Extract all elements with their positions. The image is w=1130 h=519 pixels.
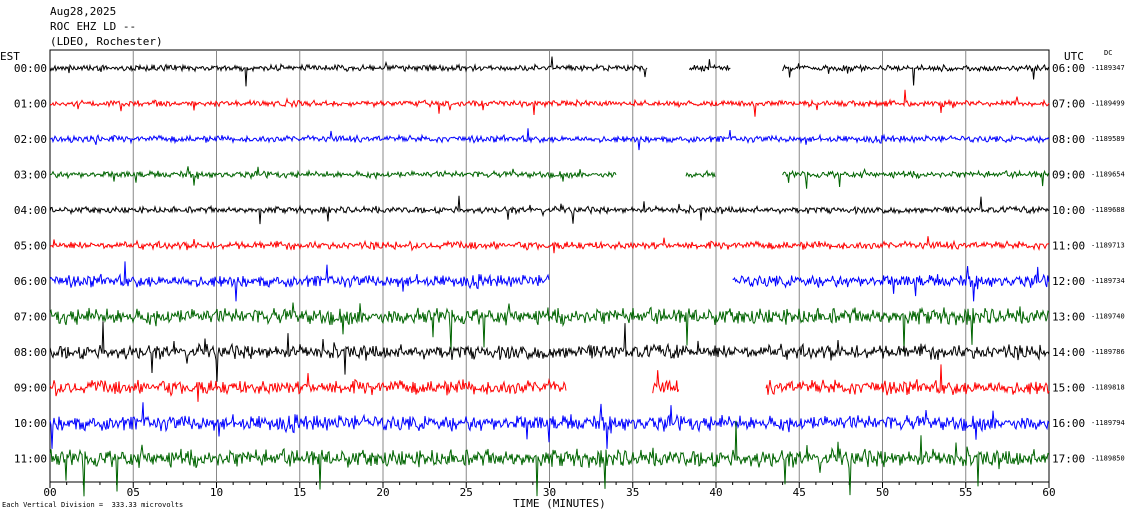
dc-offset-value: -1189850 xyxy=(1091,455,1125,463)
utc-hour-label: 10:00 xyxy=(1052,204,1085,217)
dc-offset-value: -1189818 xyxy=(1091,384,1125,392)
seismic-trace xyxy=(49,321,1050,382)
dc-offset-value: -1189347 xyxy=(1091,64,1125,72)
est-hour-label: 05:00 xyxy=(14,240,47,253)
seismic-trace xyxy=(49,236,1050,254)
station-code: ROC EHZ LD -- xyxy=(50,20,137,33)
dc-offset-value: -1189713 xyxy=(1091,242,1125,250)
est-hour-label: 04:00 xyxy=(14,204,47,217)
est-hour-label: 08:00 xyxy=(14,346,47,359)
seismic-trace xyxy=(49,420,1050,497)
seismic-trace xyxy=(49,166,617,186)
seismic-trace xyxy=(49,302,1050,352)
seismic-trace xyxy=(688,59,731,73)
utc-hour-label: 08:00 xyxy=(1052,133,1085,146)
dc-offset-value: -1189499 xyxy=(1091,100,1125,108)
seismic-trace xyxy=(652,370,680,394)
x-tick-label: 40 xyxy=(709,486,722,499)
seismic-trace xyxy=(49,195,1050,225)
est-hour-label: 01:00 xyxy=(14,98,47,111)
x-tick-label: 45 xyxy=(793,486,806,499)
x-tick-label: 10 xyxy=(210,486,223,499)
x-tick-label: 05 xyxy=(127,486,140,499)
dc-offset-header: DC xyxy=(1104,49,1113,57)
seismic-trace xyxy=(782,63,1050,86)
x-tick-label: 30 xyxy=(543,486,556,499)
x-tick-label: 60 xyxy=(1042,486,1055,499)
x-tick-label: 35 xyxy=(626,486,639,499)
right-timezone-label: UTC xyxy=(1064,50,1084,63)
seismic-trace xyxy=(49,89,1050,117)
network-name: (LDEO, Rochester) xyxy=(50,35,163,48)
est-hour-label: 00:00 xyxy=(14,62,47,75)
x-tick-label: 25 xyxy=(460,486,473,499)
left-timezone-label: EST xyxy=(0,50,20,63)
utc-hour-label: 09:00 xyxy=(1052,169,1085,182)
dc-offset-value: -1189794 xyxy=(1091,419,1125,427)
seismic-trace xyxy=(49,56,648,87)
utc-hour-label: 15:00 xyxy=(1052,382,1085,395)
plot-date: Aug28,2025 xyxy=(50,5,117,18)
seismic-trace xyxy=(765,364,1050,396)
dc-offset-value: -1189740 xyxy=(1091,313,1125,321)
x-tick-label: 20 xyxy=(376,486,389,499)
x-tick-label: 15 xyxy=(293,486,306,499)
seismic-trace xyxy=(685,169,716,179)
x-tick-label: 50 xyxy=(876,486,889,499)
x-tick-label: 55 xyxy=(959,486,972,499)
utc-hour-label: 14:00 xyxy=(1052,346,1085,359)
utc-hour-label: 16:00 xyxy=(1052,417,1085,430)
est-hour-label: 03:00 xyxy=(14,169,47,182)
dc-offset-value: -1189688 xyxy=(1091,206,1125,214)
est-hour-label: 06:00 xyxy=(14,275,47,288)
dc-offset-value: -1189734 xyxy=(1091,277,1125,285)
dc-offset-value: -1189654 xyxy=(1091,171,1125,179)
utc-hour-label: 12:00 xyxy=(1052,275,1085,288)
utc-hour-label: 13:00 xyxy=(1052,311,1085,324)
seismic-trace xyxy=(50,128,1050,151)
est-hour-label: 11:00 xyxy=(14,453,47,466)
dc-offset-value: -1189786 xyxy=(1091,348,1125,356)
seismic-trace xyxy=(732,265,1050,302)
x-axis-title: TIME (MINUTES) xyxy=(513,497,606,510)
seismic-trace xyxy=(49,261,550,302)
est-hour-label: 10:00 xyxy=(14,417,47,430)
seismic-trace xyxy=(782,167,1050,189)
seismic-trace xyxy=(49,373,567,402)
utc-hour-label: 06:00 xyxy=(1052,62,1085,75)
utc-hour-label: 11:00 xyxy=(1052,240,1085,253)
scale-note: Each Vertical Division = 333.33 microvol… xyxy=(2,501,184,509)
utc-hour-label: 07:00 xyxy=(1052,98,1085,111)
dc-offset-value: -1189589 xyxy=(1091,135,1125,143)
x-tick-label: 00 xyxy=(43,486,56,499)
est-hour-label: 09:00 xyxy=(14,382,47,395)
seismic-trace xyxy=(49,402,1050,449)
est-hour-label: 02:00 xyxy=(14,133,47,146)
est-hour-label: 07:00 xyxy=(14,311,47,324)
utc-hour-label: 17:00 xyxy=(1052,453,1085,466)
